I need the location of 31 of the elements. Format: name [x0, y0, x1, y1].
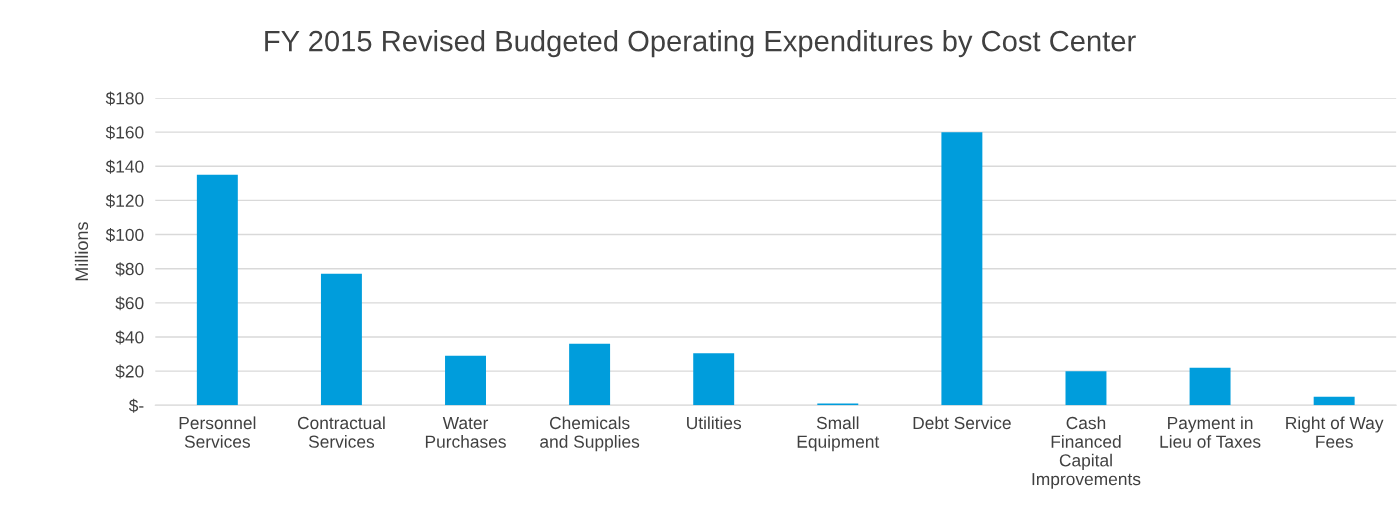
x-tick-label: Chemicals and Supplies — [540, 416, 640, 452]
x-tick-label: Personnel Services — [179, 416, 256, 448]
y-tick-label: $40 — [115, 330, 144, 345]
bar — [1065, 371, 1107, 406]
bar — [941, 132, 983, 406]
bar — [445, 355, 486, 406]
y-tick-label: $20 — [115, 364, 144, 379]
y-tick-label: $140 — [105, 159, 144, 174]
bar — [1313, 396, 1355, 406]
bar — [1189, 367, 1231, 406]
y-tick-label: $100 — [105, 227, 144, 243]
bar — [693, 353, 735, 406]
bar — [569, 343, 611, 406]
chart-title: FY 2015 Revised Budgeted Operating Expenditures by Cost Center — [265, 30, 1136, 58]
x-tick-label: Utilities — [687, 416, 742, 430]
x-tick-label: Small Equipment — [797, 416, 880, 452]
bar — [196, 174, 238, 406]
y-tick-label: $180 — [105, 91, 144, 106]
x-tick-label: Right of Way Fees — [1286, 416, 1384, 448]
x-tick-label: Payment in Lieu of Taxes — [1160, 416, 1261, 448]
x-tick-label: Contractual Services — [297, 416, 385, 448]
y-axis-title: Millions — [74, 222, 89, 281]
y-tick-label: $- — [128, 398, 144, 413]
bar — [320, 273, 362, 406]
x-tick-label: Debt Service — [913, 416, 1011, 430]
y-tick-label: $60 — [115, 296, 144, 311]
x-tick-label: Water Purchases — [425, 417, 506, 448]
y-tick-label: $120 — [105, 193, 144, 208]
y-tick-label: $160 — [105, 125, 144, 140]
y-tick-label: $80 — [115, 262, 144, 277]
x-tick-label: Cash Financed Capital Improvements — [1032, 416, 1141, 489]
